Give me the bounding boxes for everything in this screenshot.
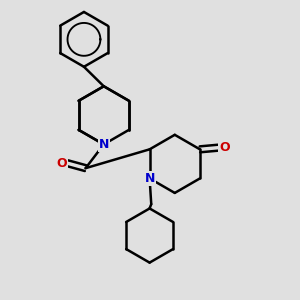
Text: N: N bbox=[144, 172, 155, 185]
Text: N: N bbox=[99, 138, 109, 151]
Text: O: O bbox=[219, 141, 230, 154]
Text: O: O bbox=[56, 157, 67, 170]
